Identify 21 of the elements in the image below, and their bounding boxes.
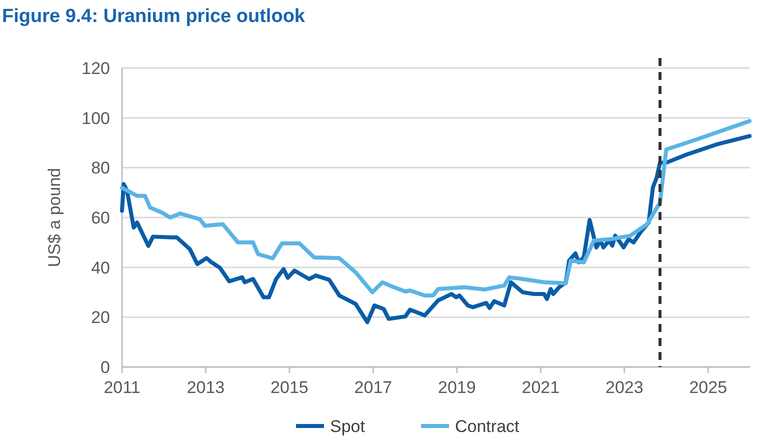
x-tick-label: 2013: [186, 378, 225, 397]
x-tick-label: 2015: [270, 378, 308, 397]
x-tick-label: 2023: [605, 378, 644, 397]
y-tick-label: 60: [91, 208, 110, 228]
x-tick-label: 2025: [689, 378, 728, 397]
y-axis-title: US$ a pound: [45, 168, 64, 268]
y-tick-label: 20: [91, 308, 110, 328]
y-tick-label: 0: [100, 358, 110, 377]
y-tick-label: 100: [82, 108, 110, 128]
x-tick-label: 2019: [438, 378, 476, 397]
legend-label: Contract: [455, 417, 520, 436]
chart-title: Figure 9.4: Uranium price outlook: [2, 6, 306, 27]
x-tick-label: 2017: [354, 378, 392, 397]
x-tick-label: 2021: [522, 378, 560, 397]
y-tick-label: 40: [91, 258, 110, 278]
y-tick-label: 120: [82, 59, 110, 78]
x-tick-label: 2011: [104, 378, 140, 397]
legend-label: Spot: [330, 417, 366, 436]
line-series: [120, 134, 752, 324]
line-series: [120, 119, 752, 298]
y-tick-label: 80: [91, 158, 110, 178]
